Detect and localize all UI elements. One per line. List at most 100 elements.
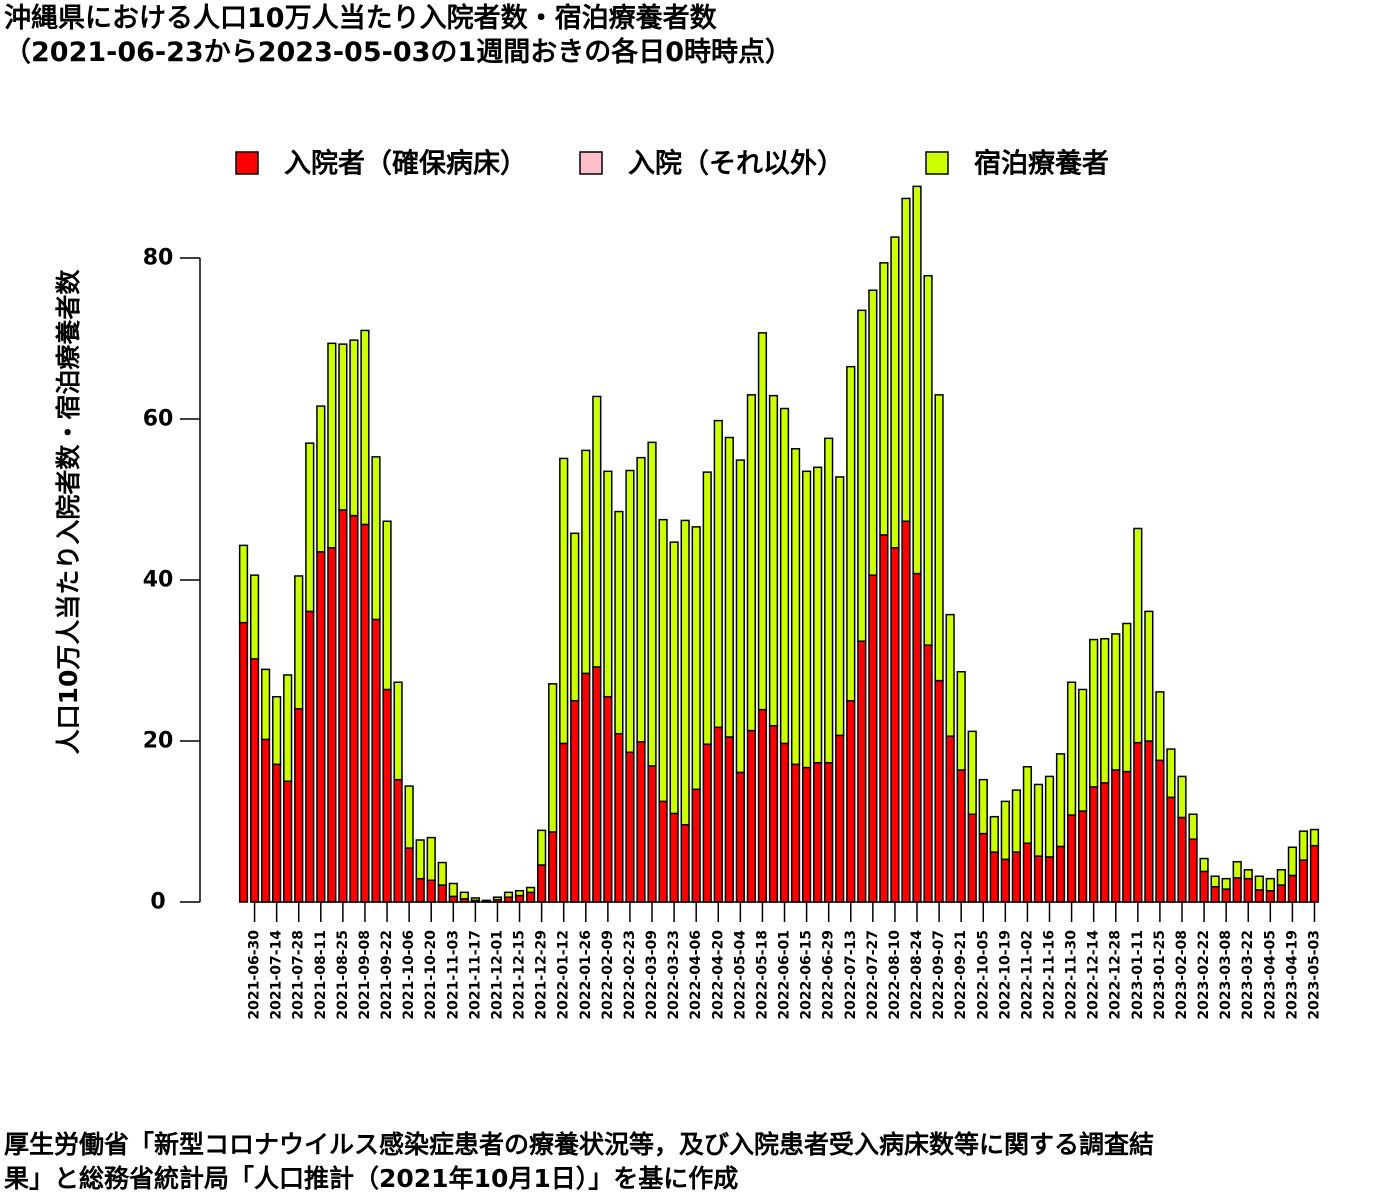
bar-segment-s0-51: [801, 766, 812, 903]
bar-segment-s0-87: [1199, 870, 1209, 903]
bar-segment-s0-94: [1276, 884, 1286, 903]
title-line-1: 沖縄県における人口10万人当たり入院者数・宿泊療養者数: [4, 3, 717, 34]
bar-segment-s2-25: [514, 889, 525, 897]
bar-segment-s0-17: [426, 879, 436, 903]
bar-segment-s2-8: [327, 342, 337, 549]
bar-segment-s2-96: [1298, 830, 1309, 861]
x-tick-label-25: 2021-12-15: [512, 930, 528, 1020]
bar-segment-s0-79: [1111, 769, 1121, 903]
x-tick-label-5: 2021-07-28: [291, 930, 307, 1020]
x-tick-label-53: 2022-06-29: [821, 930, 837, 1020]
bar-segment-s2-6: [305, 442, 315, 613]
bar-segment-s0-50: [790, 763, 801, 903]
bar-segment-s2-14: [393, 681, 403, 781]
bar-segment-s0-8: [327, 547, 337, 903]
bar-segment-s2-65: [956, 671, 966, 771]
bar-segment-s2-26: [525, 886, 536, 894]
x-tick-label-13: 2021-09-22: [379, 930, 395, 1020]
bar-segment-s0-96: [1298, 859, 1309, 903]
bar-segment-s2-76: [1078, 688, 1088, 812]
bar-segment-s0-10: [349, 514, 359, 903]
bar-segment-s0-42: [702, 743, 712, 903]
bar-segment-s0-14: [393, 778, 403, 903]
x-tick-label-85: 2023-02-08: [1174, 930, 1190, 1020]
bar-segment-s0-25: [514, 894, 525, 903]
bar-segment-s0-86: [1188, 838, 1198, 903]
bar-segment-s2-79: [1111, 633, 1121, 771]
bar-segment-s2-34: [614, 510, 624, 735]
bar-segment-s2-71: [1022, 766, 1033, 844]
bar-segment-s2-84: [1166, 748, 1176, 799]
bar-segment-s0-56: [857, 640, 867, 903]
bar-segment-s2-0: [238, 544, 249, 624]
bar-segment-s2-63: [934, 394, 944, 682]
x-tick-label-57: 2022-07-27: [865, 930, 881, 1020]
bar-segment-s2-52: [813, 466, 823, 764]
bar-segment-s0-68: [989, 851, 999, 903]
bar-segment-s0-40: [680, 823, 690, 903]
bar-segment-s0-84: [1166, 796, 1176, 903]
bar-segment-s2-11: [360, 329, 370, 526]
bar-segment-s0-55: [846, 700, 856, 903]
bar-segment-s0-73: [1044, 856, 1055, 903]
bar-segment-s0-47: [757, 708, 768, 903]
bar-segment-s2-21: [470, 897, 480, 902]
bar-segment-s0-78: [1100, 782, 1110, 903]
bar-segment-s0-81: [1133, 741, 1143, 903]
x-tick-label-37: 2022-03-09: [644, 930, 660, 1020]
bar-segment-s2-60: [901, 197, 911, 522]
bar-segment-s2-43: [713, 419, 723, 729]
bar-segment-s2-88: [1210, 875, 1220, 888]
bar-segment-s2-48: [768, 394, 779, 727]
x-tick-label-9: 2021-08-25: [335, 930, 351, 1020]
bar-segment-s0-61: [912, 572, 922, 903]
x-tick-label-35: 2022-02-23: [622, 930, 638, 1020]
bar-segment-s2-69: [1000, 800, 1010, 861]
x-tick-label-69: 2022-10-19: [997, 930, 1013, 1020]
bar-segment-s0-70: [1011, 851, 1021, 903]
x-tick-label-15: 2021-10-06: [401, 930, 417, 1020]
bar-segment-s2-58: [879, 262, 889, 536]
bar-segment-s2-49: [779, 407, 790, 745]
bar-segment-s2-94: [1276, 869, 1286, 886]
x-tick-label-81: 2023-01-11: [1130, 930, 1146, 1020]
bar-segment-s2-7: [316, 405, 326, 553]
legend-label-1: 入院（それ以外）: [628, 148, 844, 180]
bar-segment-s0-26: [525, 891, 536, 903]
bar-segment-s2-95: [1287, 846, 1298, 877]
bar-segment-s2-29: [559, 457, 569, 745]
bar-segment-s0-58: [879, 534, 889, 903]
bar-segment-s2-57: [868, 289, 878, 576]
x-tick-label-67: 2022-10-05: [975, 930, 991, 1020]
bar-segment-s0-93: [1265, 889, 1275, 903]
x-tick-label-91: 2023-03-22: [1240, 930, 1256, 1020]
bar-segment-s0-66: [967, 813, 977, 903]
bar-segment-s2-66: [967, 730, 977, 816]
bar-segment-s0-62: [923, 644, 933, 903]
bar-segment-s0-46: [746, 729, 757, 903]
bar-segment-s2-23: [492, 896, 503, 901]
x-tick-label-17: 2021-10-20: [423, 930, 439, 1020]
x-tick-label-49: 2022-06-01: [777, 930, 793, 1020]
bar-segment-s2-4: [283, 674, 293, 782]
x-tick-label-19: 2021-11-03: [445, 930, 461, 1020]
bar-segment-s0-95: [1287, 874, 1298, 903]
bar-segment-s0-11: [360, 523, 370, 903]
bar-segment-s0-7: [316, 551, 326, 903]
x-tick-label-43: 2022-04-20: [710, 930, 726, 1020]
bar-segment-s0-88: [1210, 885, 1220, 903]
bar-segment-s2-1: [249, 574, 260, 660]
bar-segment-s2-74: [1055, 753, 1066, 848]
bar-segment-s2-92: [1254, 875, 1264, 891]
source-line-1: 厚生労働省「新型コロナウイルス感染症患者の療養状況等，及び入院患者受入病床数等に…: [4, 1130, 1155, 1159]
legend-swatch-0: [235, 151, 259, 175]
bar-segment-s2-82: [1144, 610, 1154, 742]
bar-segment-s2-50: [790, 448, 801, 766]
bar-segment-s2-56: [857, 309, 867, 642]
x-tick-label-95: 2023-04-19: [1284, 930, 1300, 1020]
bar-segment-s2-54: [835, 476, 845, 737]
bar-segment-s0-90: [1232, 877, 1242, 903]
bar-segment-s0-49: [779, 742, 790, 903]
bar-segment-s0-80: [1122, 770, 1132, 903]
